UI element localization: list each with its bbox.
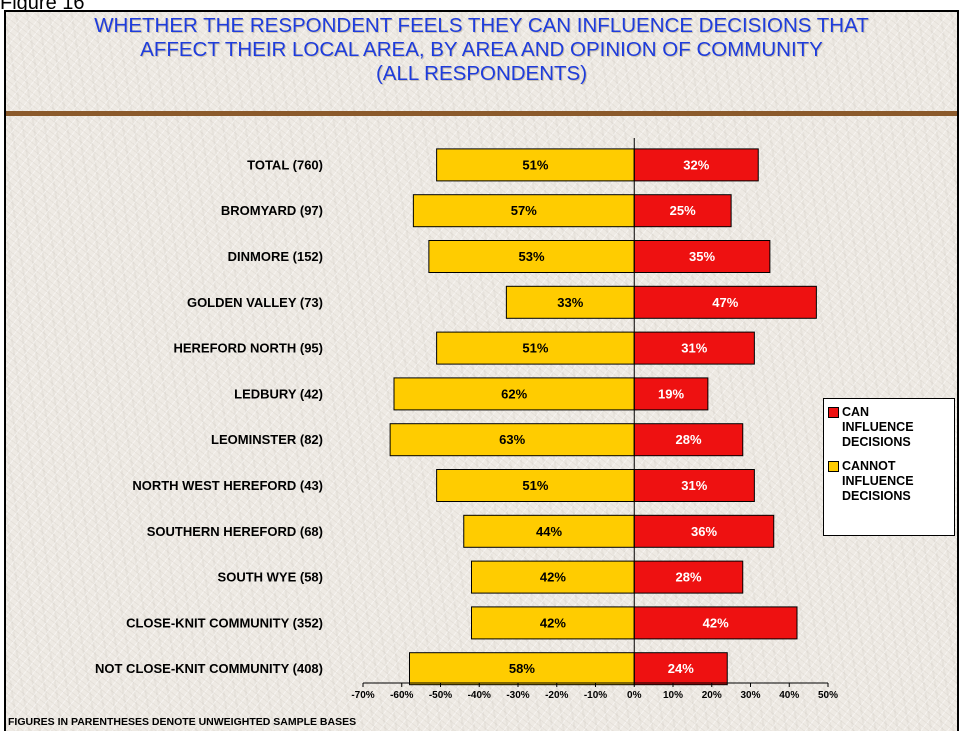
bar-cannot — [471, 606, 635, 640]
x-tick-label: -50% — [429, 690, 452, 701]
category-label: SOUTHERN HEREFORD (68) — [147, 524, 323, 539]
bar-cannot — [463, 514, 635, 548]
legend-label-cannot: CANNOT INFLUENCE DECISIONS — [842, 459, 914, 503]
x-tick-label: 50% — [818, 690, 838, 701]
chart-title-line-1: WHETHER THE RESPONDENT FEELS THEY CAN IN… — [94, 14, 869, 37]
bar-cannot — [505, 285, 635, 319]
chart-legend: CAN INFLUENCE DECISIONS CANNOT INFLUENCE… — [823, 398, 955, 536]
x-tick-label: -60% — [390, 690, 413, 701]
bar-can — [633, 285, 817, 319]
data-label-cannot: 62% — [501, 386, 527, 401]
legend-label-can: CAN INFLUENCE DECISIONS — [842, 405, 914, 449]
bar-can — [633, 652, 728, 686]
legend-item-can: CAN INFLUENCE DECISIONS — [828, 405, 950, 450]
data-label-can: 35% — [689, 249, 715, 264]
category-label: NOT CLOSE-KNIT COMMUNITY (408) — [95, 661, 323, 676]
data-label-cannot: 53% — [519, 249, 545, 264]
category-label: HEREFORD NORTH (95) — [173, 341, 323, 356]
data-label-cannot: 51% — [522, 157, 548, 172]
data-label-can: 31% — [681, 478, 707, 493]
category-label: BROMYARD (97) — [221, 203, 323, 218]
data-label-can: 25% — [670, 203, 696, 218]
bar-can — [633, 469, 755, 502]
data-label-can: 24% — [668, 661, 694, 676]
x-tick-label: 40% — [779, 690, 799, 701]
bar-can — [633, 423, 744, 457]
bar-cannot — [436, 469, 635, 502]
data-label-cannot: 51% — [522, 478, 548, 493]
data-label-cannot: 63% — [499, 432, 525, 447]
data-label-cannot: 57% — [511, 203, 537, 218]
category-label: GOLDEN VALLEY (73) — [187, 295, 323, 310]
x-tick-label: -30% — [506, 690, 529, 701]
category-label: LEOMINSTER (82) — [211, 432, 323, 447]
data-label-can: 19% — [658, 386, 684, 401]
data-label-can: 28% — [675, 432, 701, 447]
x-tick-label: 30% — [740, 690, 760, 701]
category-label: DINMORE (152) — [228, 249, 323, 264]
x-tick-label: -70% — [351, 690, 374, 701]
x-tick-label: 10% — [663, 690, 683, 701]
bar-cannot — [412, 194, 635, 228]
legend-item-cannot: CANNOT INFLUENCE DECISIONS — [828, 459, 950, 504]
data-label-cannot: 44% — [536, 524, 562, 539]
bar-cannot — [393, 377, 635, 411]
data-label-cannot: 58% — [509, 661, 535, 676]
data-label-can: 31% — [681, 341, 707, 356]
x-tick-label: 0% — [627, 690, 642, 701]
chart-title: WHETHER THE RESPONDENT FEELS THEY CAN IN… — [6, 12, 957, 116]
chart-title-line-3: (ALL RESPONDENTS) — [375, 62, 588, 85]
category-label: SOUTH WYE (58) — [218, 570, 323, 585]
legend-swatch-cannot — [828, 461, 839, 472]
data-label-can: 42% — [703, 615, 729, 630]
chart-frame: WHETHER THE RESPONDENT FEELS THEY CAN IN… — [4, 10, 959, 731]
category-label: NORTH WEST HEREFORD (43) — [132, 478, 323, 493]
chart-title-line-2: AFFECT THEIR LOCAL AREA, BY AREA AND OPI… — [140, 38, 823, 61]
legend-swatch-can — [828, 407, 839, 418]
data-label-cannot: 42% — [540, 615, 566, 630]
bar-cannot — [409, 652, 635, 686]
bar-can — [633, 606, 798, 640]
category-label: TOTAL (760) — [247, 157, 323, 172]
data-label-can: 47% — [712, 295, 738, 310]
data-label-cannot: 42% — [540, 570, 566, 585]
data-label-cannot: 33% — [557, 295, 583, 310]
data-label-can: 28% — [675, 570, 701, 585]
data-label-can: 32% — [683, 157, 709, 172]
footnote: FIGURES IN PARENTHESES DENOTE UNWEIGHTED… — [8, 716, 357, 728]
x-tick-label: -40% — [468, 690, 491, 701]
bar-cannot — [389, 423, 635, 457]
bar-can — [633, 514, 775, 548]
x-tick-label: -10% — [584, 690, 607, 701]
bar-can — [633, 560, 744, 594]
category-label: CLOSE-KNIT COMMUNITY (352) — [126, 615, 323, 630]
category-label: LEDBURY (42) — [234, 386, 323, 401]
data-label-can: 36% — [691, 524, 717, 539]
data-label-cannot: 51% — [522, 341, 548, 356]
x-tick-label: -20% — [545, 690, 568, 701]
x-tick-label: 20% — [702, 690, 722, 701]
